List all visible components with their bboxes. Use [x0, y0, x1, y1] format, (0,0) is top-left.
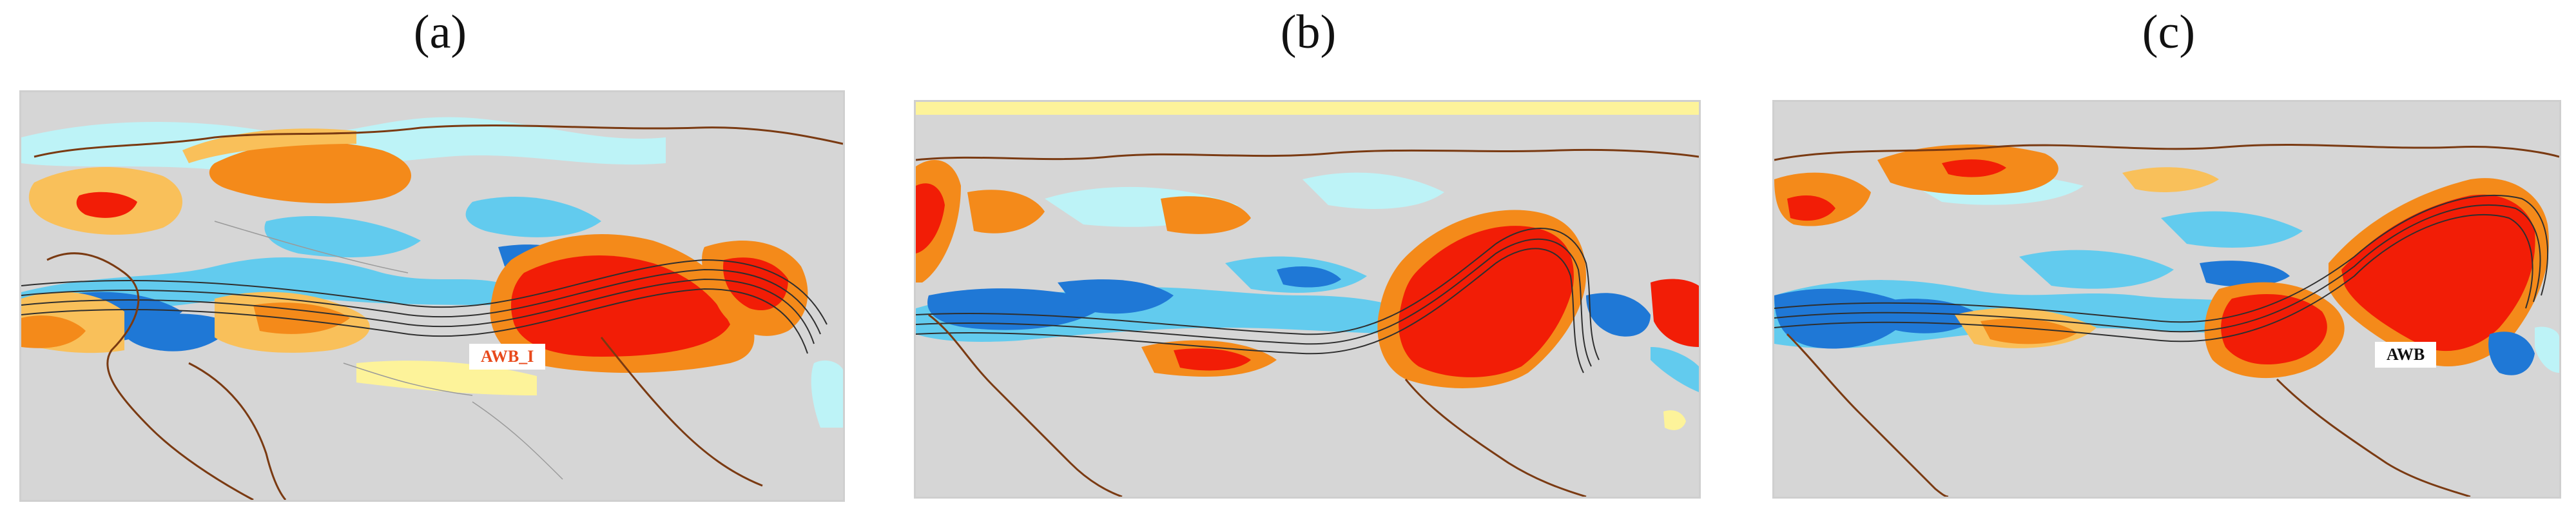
map-panel-a: AWB_I — [19, 90, 845, 502]
map-panel-b — [914, 100, 1701, 499]
anomaly-map-a — [21, 92, 843, 500]
awb-i-label: AWB_I — [469, 344, 546, 370]
map-panel-c: AWB — [1772, 100, 2561, 499]
panel-label-c: (c) — [2142, 6, 2196, 59]
awb-label: AWB — [2375, 342, 2437, 368]
anomaly-map-c — [1774, 102, 2559, 497]
panel-label-a: (a) — [413, 6, 467, 59]
panel-label-b: (b) — [1280, 6, 1337, 59]
anomaly-map-b — [916, 102, 1699, 497]
